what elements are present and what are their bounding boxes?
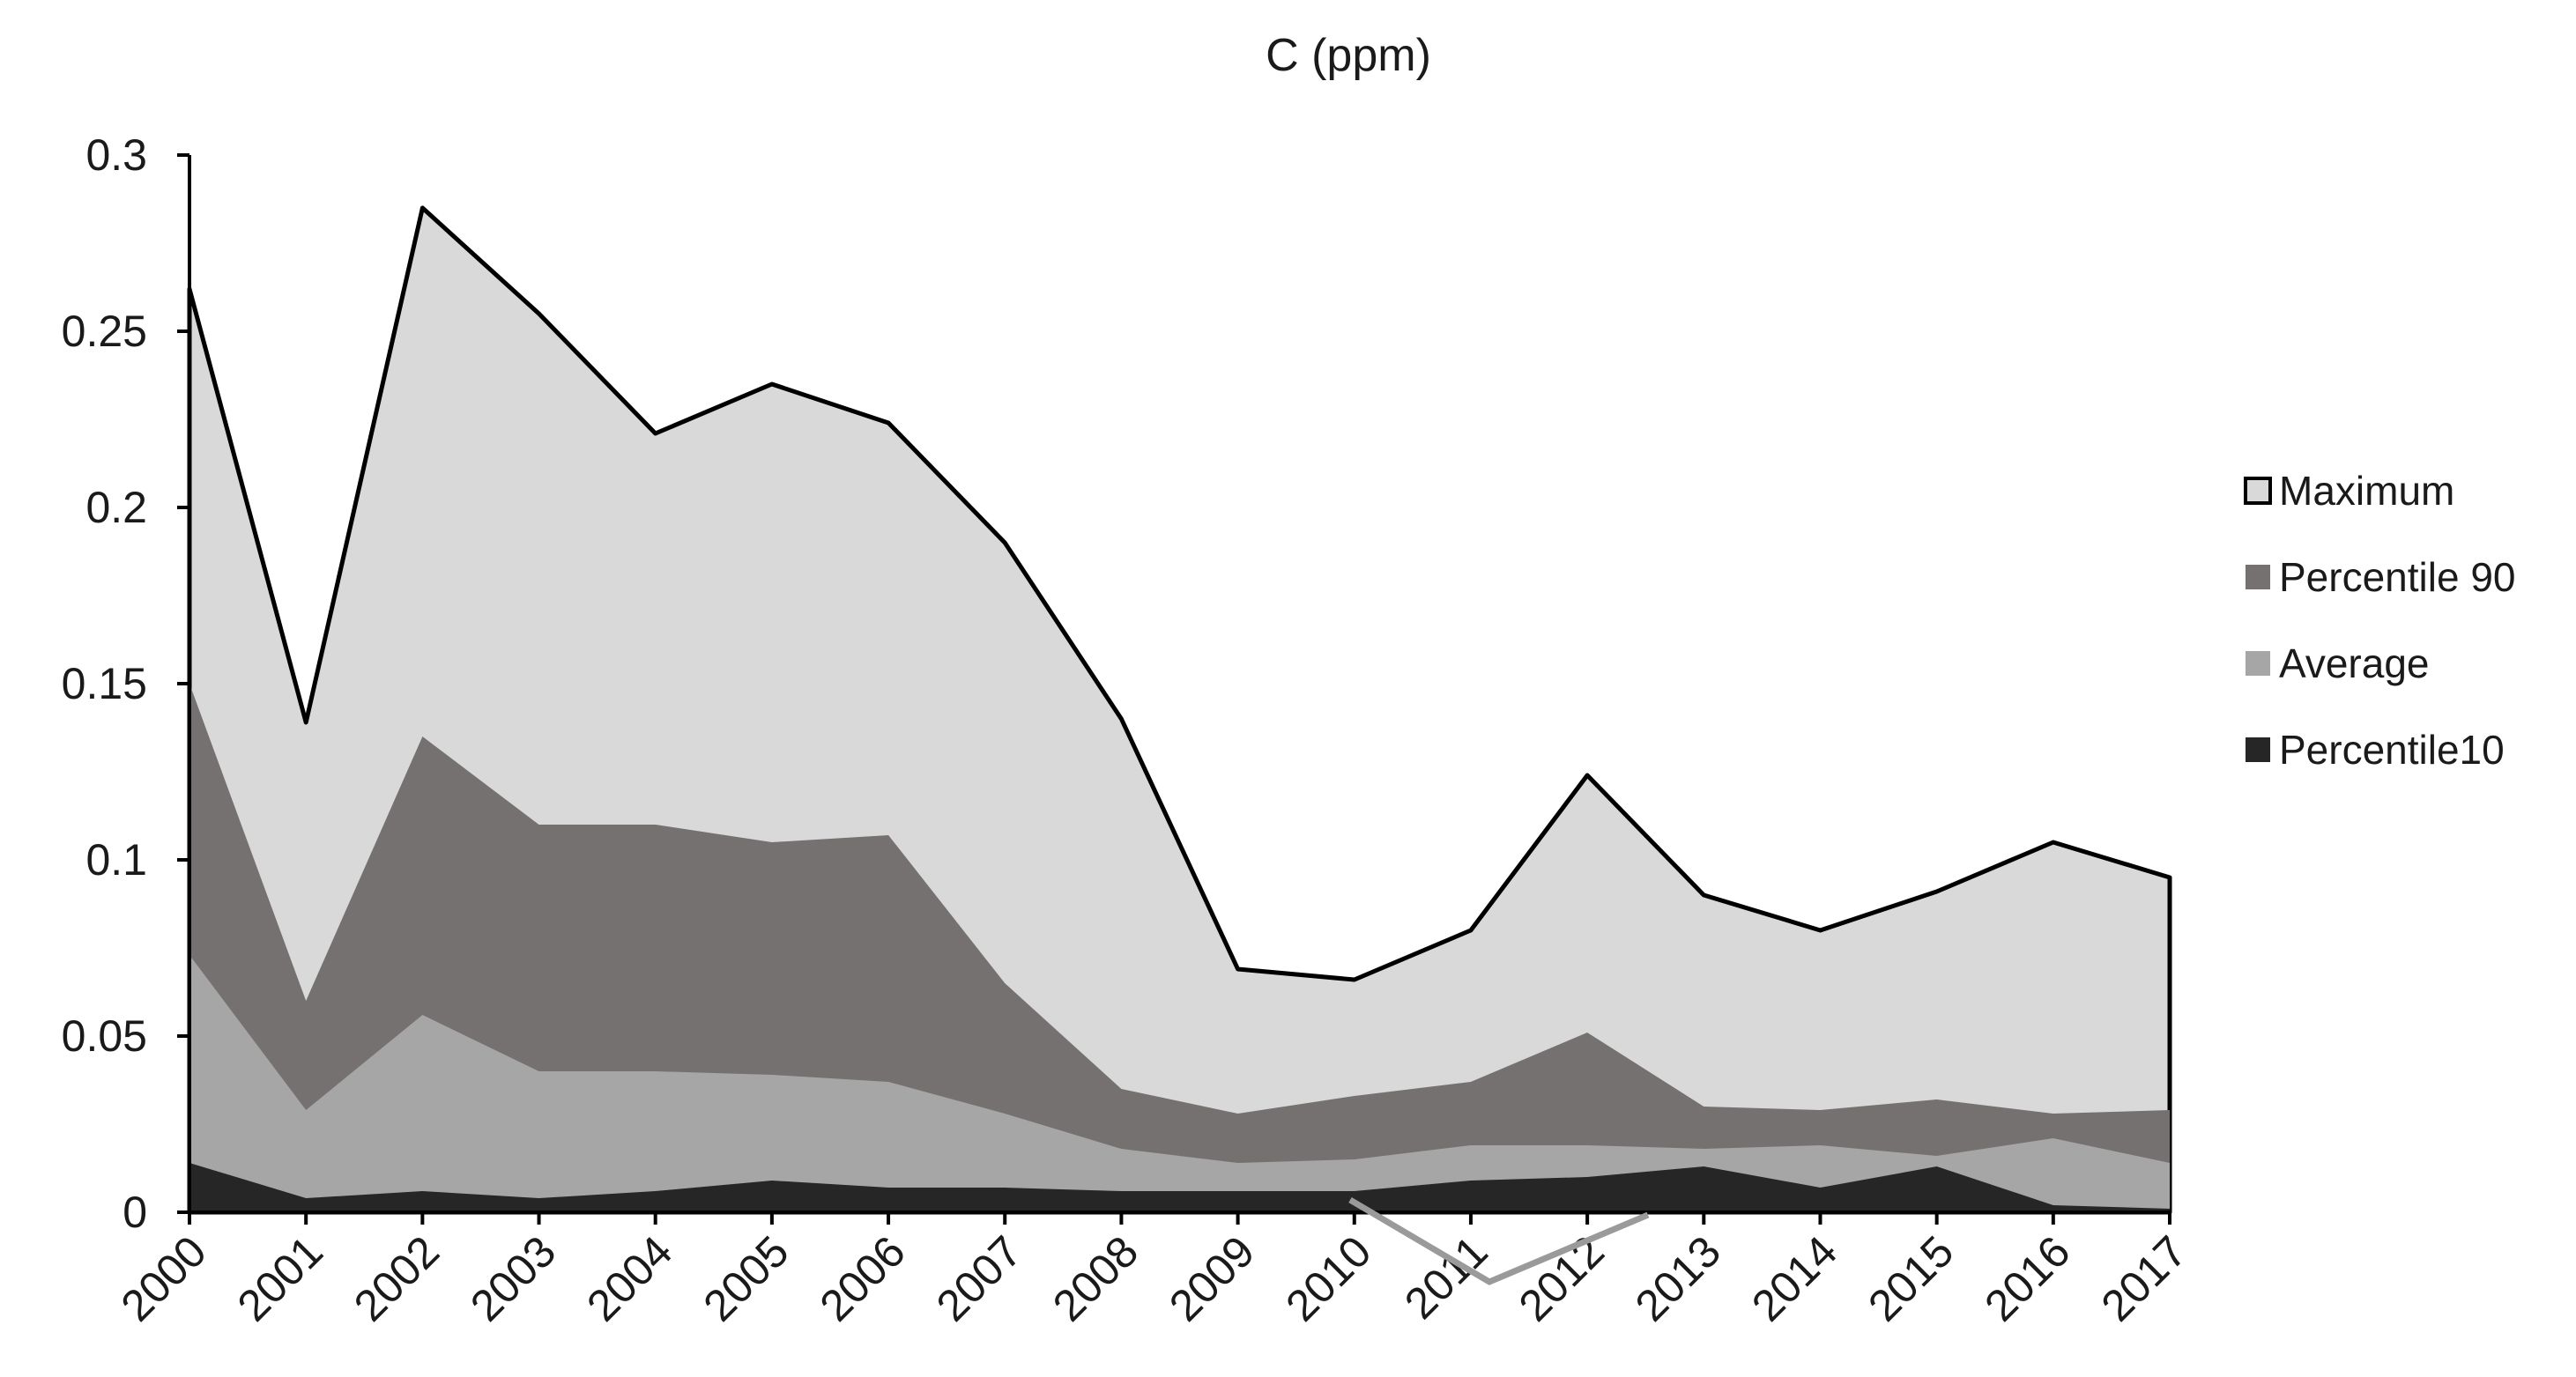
y-tick-label: 0.1 [85, 835, 147, 885]
x-tick-label: 2009 [1160, 1226, 1264, 1330]
legend: Maximum Percentile 90 Average Percentile10 [2244, 468, 2516, 773]
legend-label-maximum: Maximum [2279, 468, 2454, 514]
x-tick-label: 2016 [1975, 1226, 2079, 1330]
x-tick-label: 2013 [1626, 1226, 1730, 1330]
x-tick-label: 2017 [2092, 1226, 2196, 1330]
x-tick-label: 2007 [927, 1226, 1031, 1330]
y-tick-label: 0.25 [62, 307, 147, 356]
x-tick-label: 2001 [228, 1226, 332, 1330]
series-area-percentile10 [189, 1163, 2170, 1212]
y-tick-label: 0 [122, 1188, 147, 1237]
legend-swatch-average [2246, 651, 2270, 676]
x-tick-label: 2015 [1859, 1226, 1963, 1330]
series-area-average [189, 955, 2170, 1212]
x-tick-label: 2003 [461, 1226, 565, 1330]
legend-label-percentile10: Percentile10 [2279, 727, 2505, 773]
legend-label-average: Average [2279, 640, 2430, 686]
legend-swatch-percentile-90 [2246, 565, 2270, 589]
y-tick-label: 0.15 [62, 659, 147, 708]
legend-label-percentile-90: Percentile 90 [2279, 554, 2516, 600]
annotation-bracket [1348, 1196, 1650, 1285]
y-tick-label: 0.2 [85, 483, 147, 532]
x-tick-label: 2002 [345, 1226, 449, 1330]
y-tick-label: 0.3 [85, 130, 147, 180]
chart-title: C (ppm) [1266, 30, 1431, 81]
legend-swatch-percentile10 [2246, 737, 2270, 762]
x-tick-label: 2010 [1276, 1226, 1380, 1330]
x-tick-label: 2014 [1742, 1226, 1846, 1330]
x-tick-label: 2004 [577, 1226, 681, 1330]
x-tick-label: 2005 [694, 1226, 798, 1330]
x-tick-label: 2008 [1043, 1226, 1147, 1330]
plot-area [187, 205, 2172, 1215]
x-tick-label: 2000 [112, 1226, 216, 1330]
legend-swatch-maximum [2244, 477, 2272, 505]
x-tick-label: 2006 [811, 1226, 915, 1330]
x-tick-label: 2012 [1510, 1226, 1614, 1330]
y-tick-label: 0.05 [62, 1011, 147, 1061]
